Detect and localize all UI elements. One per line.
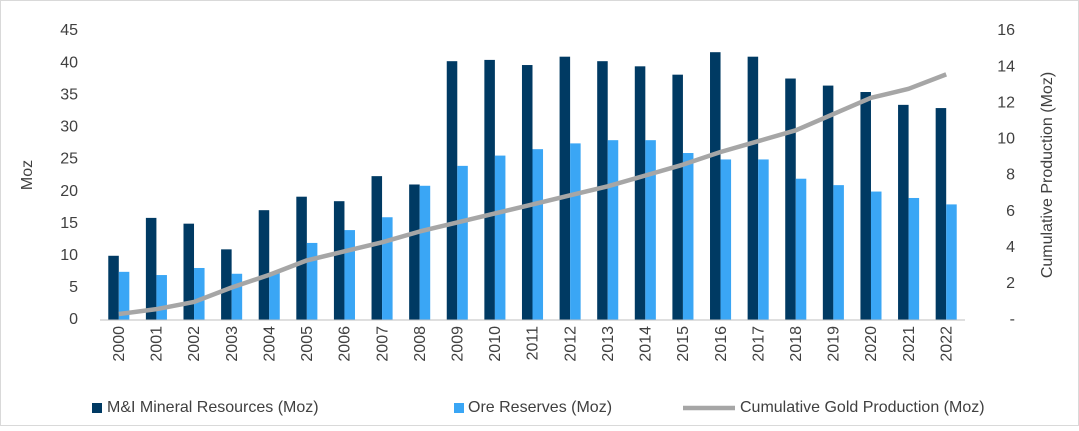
bar [371,176,383,320]
bar [183,223,195,320]
y2-tick-label: 2 [1006,275,1015,292]
bar [908,197,920,320]
bar [231,273,243,320]
bar [946,204,957,320]
bar [118,271,130,320]
x-tick-label: 2010 [487,326,504,362]
bar [559,56,571,320]
y-tick-label: 40 [60,54,78,71]
legend-swatch [92,403,102,413]
x-tick-label: 2020 [863,326,880,362]
bar [344,230,355,320]
x-tick-label: 2007 [374,326,391,362]
bar [570,143,581,320]
x-tick-label: 2008 [412,326,429,362]
bar [145,217,157,320]
bar [306,242,318,320]
x-tick-label: 2022 [938,326,955,362]
bar [194,267,205,320]
bar [747,56,759,320]
bar [484,59,495,321]
x-tick-label: 2001 [149,326,166,362]
y-tick-label: 25 [60,151,78,168]
x-tick-label: 2016 [713,326,730,362]
bar [710,52,721,321]
x-tick-label: 2011 [525,326,542,361]
legend-swatch [454,403,464,413]
bar [494,155,506,320]
legend-label: M&I Mineral Resources (Moz) [107,399,319,416]
bar [898,104,909,320]
bar [795,178,807,320]
x-tick-label: 2003 [224,326,241,362]
y-tick-label: 20 [60,183,78,200]
y2-tick-label: 16 [997,22,1015,39]
bar [457,165,468,320]
y2-tick-label: 14 [997,58,1015,75]
y-tick-label: 35 [60,86,78,103]
y2-axis-label: Cumulative Production (Moz) [1039,72,1056,278]
bar [258,210,270,320]
bar [870,191,882,320]
x-tick-label: 2005 [299,326,316,362]
x-tick-label: 2004 [261,326,278,362]
bar [221,249,232,320]
x-tick-label: 2015 [675,326,692,362]
x-tick-label: 2002 [186,326,203,362]
y-tick-label: 45 [60,22,78,39]
bar [607,140,619,320]
line [118,72,948,317]
bar [296,196,307,320]
bar [935,108,947,320]
y2-tick-label: 6 [1006,203,1015,220]
y2-tick-label: 10 [997,131,1015,148]
bar [672,74,683,320]
bar [409,184,420,320]
y-tick-label: 0 [69,311,78,328]
y2-tick-label: 12 [997,94,1015,111]
bar [833,185,844,320]
bar [634,66,646,320]
x-tick-label: 2018 [788,326,805,362]
bar [758,159,769,320]
bar [785,78,796,320]
y2-tick-label: 4 [1006,239,1015,256]
y-tick-label: 5 [69,279,78,296]
x-tick-label: 2012 [562,326,579,362]
bar [108,255,119,320]
x-tick-label: 2021 [901,326,918,362]
legend-label: Ore Reserves (Moz) [468,399,612,416]
bar [521,65,533,320]
y2-tick-label: 8 [1006,167,1015,184]
y-tick-label: 30 [60,119,78,136]
x-tick-label: 2014 [638,326,655,362]
bar [822,85,834,320]
bar [269,272,280,320]
x-tick-label: 2013 [600,326,617,362]
bar [597,61,608,320]
x-tick-label: 2006 [337,326,354,362]
bar [532,149,544,320]
bar [419,185,431,320]
x-tick-label: 2009 [450,326,467,362]
bar [156,275,167,320]
y-tick-label: 15 [60,215,78,232]
bar [645,140,656,320]
bar [860,92,871,320]
y-axis-label: Moz [19,160,36,190]
y2-tick-label: - [1010,311,1015,328]
bar [682,153,694,320]
bar [446,61,458,320]
bar [333,201,345,320]
legend-label: Cumulative Gold Production (Moz) [740,399,985,416]
x-tick-label: 2017 [750,326,767,362]
x-tick-label: 2000 [111,326,128,362]
y-tick-label: 10 [60,247,78,264]
x-tick-label: 2019 [826,326,843,362]
bar [382,217,393,320]
bar [720,159,732,320]
